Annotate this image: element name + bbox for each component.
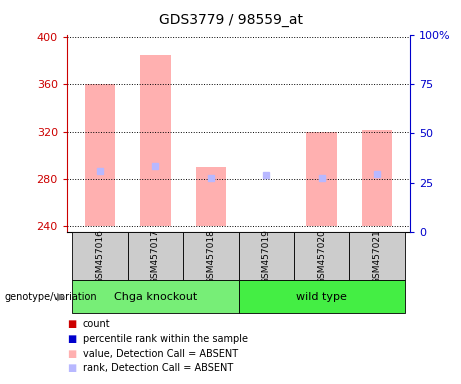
Bar bbox=[239, 232, 294, 280]
Bar bbox=[362, 131, 392, 227]
Text: Chga knockout: Chga knockout bbox=[114, 291, 197, 302]
Text: ■: ■ bbox=[67, 334, 76, 344]
Text: GSM457018: GSM457018 bbox=[207, 229, 215, 284]
Bar bbox=[85, 84, 115, 227]
Text: GDS3779 / 98559_at: GDS3779 / 98559_at bbox=[159, 13, 302, 27]
Bar bbox=[183, 232, 239, 280]
Text: GSM457019: GSM457019 bbox=[262, 229, 271, 284]
Text: GSM457017: GSM457017 bbox=[151, 229, 160, 284]
Bar bbox=[239, 280, 405, 313]
Bar bbox=[140, 55, 171, 227]
Bar bbox=[72, 232, 128, 280]
Text: count: count bbox=[83, 319, 111, 329]
Text: genotype/variation: genotype/variation bbox=[5, 291, 97, 302]
Text: GSM457021: GSM457021 bbox=[372, 229, 382, 284]
Bar bbox=[294, 232, 349, 280]
Bar bbox=[72, 280, 239, 313]
Text: ▶: ▶ bbox=[57, 291, 65, 302]
Bar bbox=[349, 232, 405, 280]
Text: ■: ■ bbox=[67, 319, 76, 329]
Text: ■: ■ bbox=[67, 349, 76, 359]
Text: GSM457016: GSM457016 bbox=[95, 229, 105, 284]
Text: ■: ■ bbox=[67, 363, 76, 373]
Text: percentile rank within the sample: percentile rank within the sample bbox=[83, 334, 248, 344]
Bar bbox=[128, 232, 183, 280]
Bar bbox=[251, 226, 282, 227]
Text: value, Detection Call = ABSENT: value, Detection Call = ABSENT bbox=[83, 349, 238, 359]
Bar bbox=[195, 167, 226, 227]
Text: GSM457020: GSM457020 bbox=[317, 229, 326, 284]
Text: wild type: wild type bbox=[296, 291, 347, 302]
Bar bbox=[307, 132, 337, 227]
Text: rank, Detection Call = ABSENT: rank, Detection Call = ABSENT bbox=[83, 363, 233, 373]
